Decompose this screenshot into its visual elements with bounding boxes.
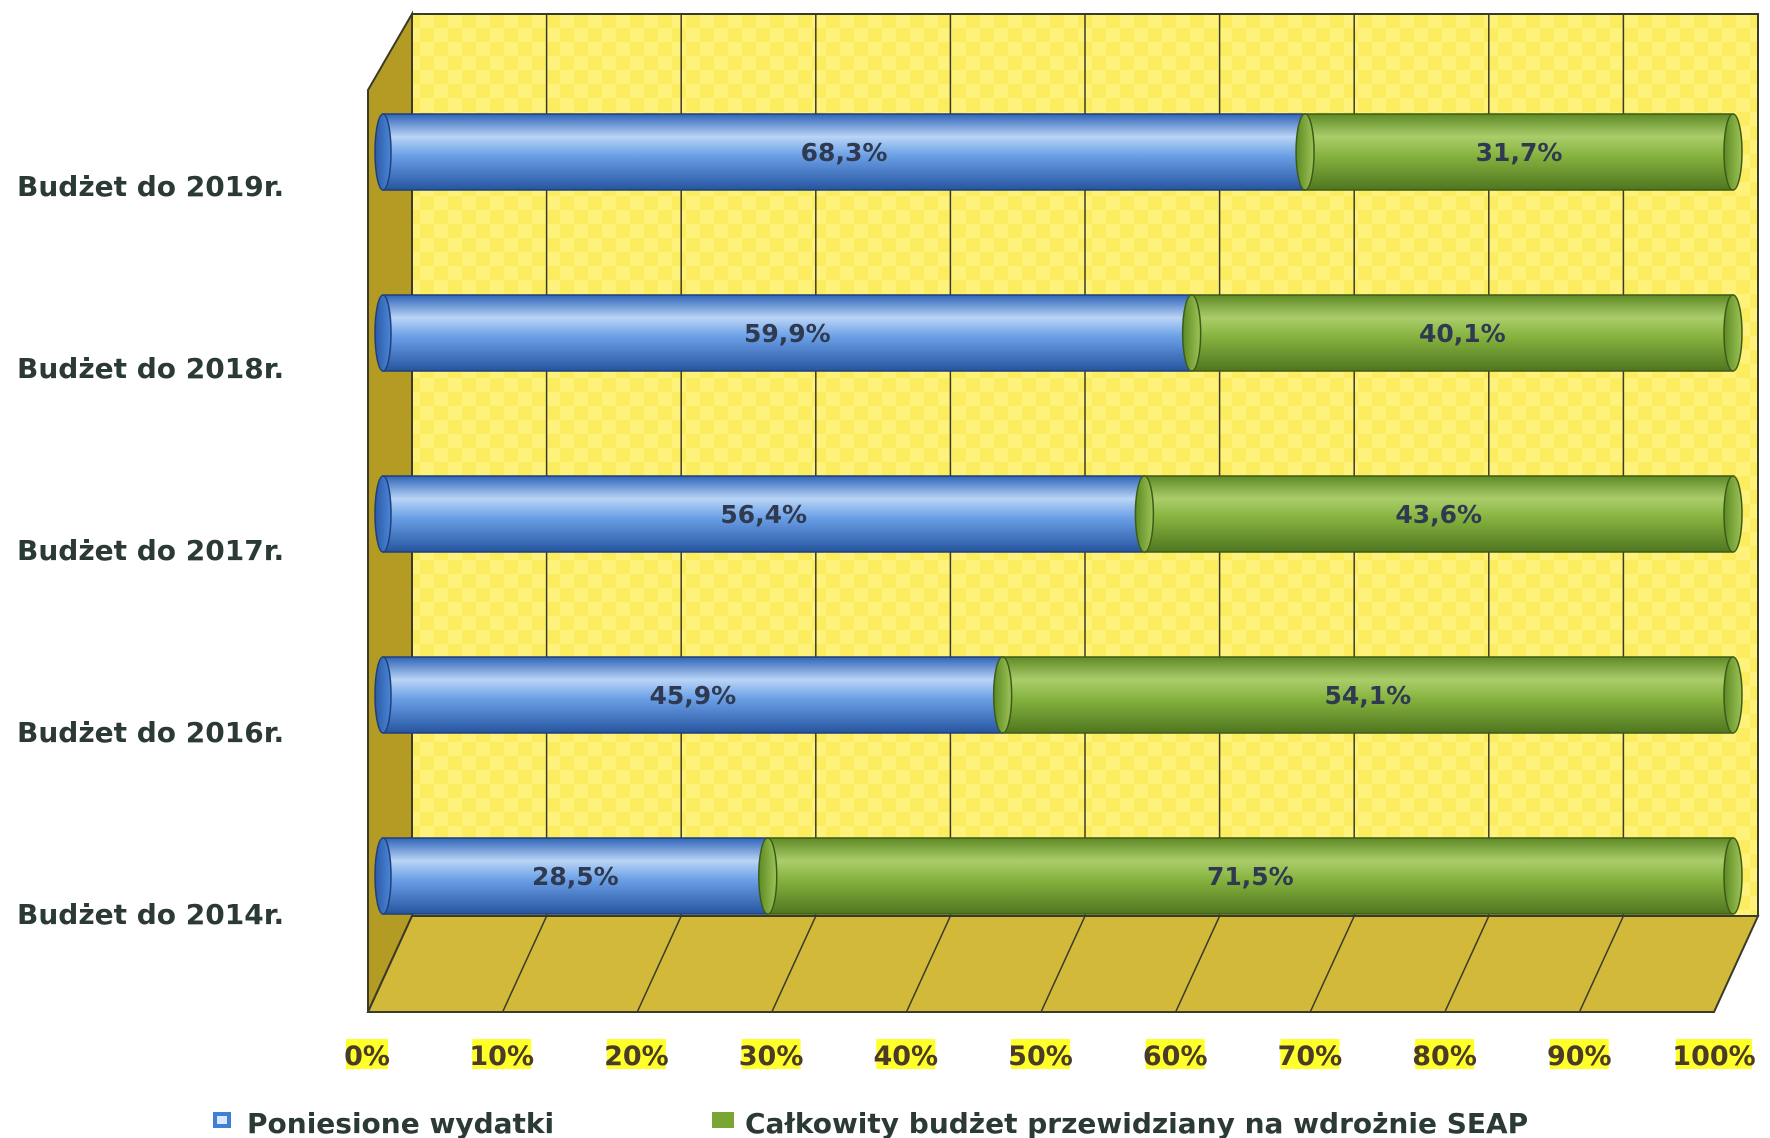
x-tick-label: 0% [344,1041,390,1072]
x-tick-label: 70% [1278,1041,1343,1072]
bar-end-cap-budget [1723,294,1743,372]
tick-highlight [472,1039,532,1069]
legend-label-budget: Całkowity budżet przewidziany na wdrożni… [745,1107,1528,1138]
gridline-floor [1174,915,1221,1013]
bar-segment-budget [1001,656,1734,734]
bar-value-label-budget: 40,1% [1419,319,1506,348]
tick-highlight [346,1039,388,1069]
bar-divider-cap [758,837,778,915]
tick-highlight [1011,1039,1070,1069]
legend-swatch-budget [712,1112,734,1128]
tick-highlight [1280,1039,1340,1069]
bar-segment-budget [1143,475,1734,553]
bar-end-cap-budget [1723,656,1743,734]
bar-end-cap-budget [1723,475,1743,553]
bar-value-label-spent: 28,5% [532,862,619,891]
bar-segment-spent [382,113,1306,191]
bar-start-cap [374,294,392,372]
legend-label-spent: Poniesione wydatki [247,1107,554,1138]
category-label: Budżet do 2019r. [17,170,284,203]
gridline-floor [905,915,952,1013]
x-tick-label: 40% [873,1041,938,1072]
bar-segment-spent [382,294,1193,372]
bar-divider-cap [1295,113,1315,191]
bar-value-label-budget: 43,6% [1395,500,1482,529]
bar-segment-spent [382,837,769,915]
bar-end-cap-budget [1723,837,1743,915]
bar-divider-cap [992,656,1013,734]
gridline-floor [367,915,413,1013]
bar-segment-budget [1304,113,1734,191]
gridline-floor [1444,915,1490,1013]
category-label: Budżet do 2017r. [17,534,284,567]
x-tick-label: 30% [739,1041,804,1072]
gridline-floor [1578,915,1625,1013]
bar-value-label-spent: 56,4% [720,500,807,529]
category-label: Budżet do 2018r. [17,352,284,385]
x-tick-label: 20% [604,1041,669,1072]
gridline-floor [771,915,817,1013]
tick-highlight [1549,1039,1609,1069]
gridline-floor [1040,915,1086,1013]
bar-divider-cap [1134,475,1155,553]
bar-group: 68,3% 31,7% [374,113,1743,191]
category-labels: Budżet do 2019r. Budżet do 2018r. Budżet d… [17,170,284,931]
bar-value-label-spent: 45,9% [649,681,736,710]
gridline-floor [501,915,548,1013]
gridline-floor [1309,915,1355,1013]
bar-segment-budget [767,837,1734,915]
x-tick-label: 80% [1412,1041,1477,1072]
bars: 68,3% 31,7% 59,9% 40,1% 56,4% 43,6% 45,9% 54,1%… [374,113,1743,915]
x-tick-label: 90% [1547,1041,1612,1072]
x-axis-ticks: 0% 10% 20% 30% 40% 50% 60% 70% 80% 90% 100% [344,1039,1756,1072]
bar-value-label-budget: 71,5% [1207,862,1294,891]
bar-value-label-spent: 68,3% [801,138,888,167]
bar-group: 59,9% 40,1% [374,294,1743,372]
bar-start-cap [374,837,392,915]
tick-highlight [1676,1039,1752,1069]
bar-start-cap [374,656,392,734]
x-tick-label: 60% [1143,1041,1208,1072]
x-tick-label: 100% [1672,1041,1755,1072]
bar-start-cap [374,113,392,191]
gridline-floor [1713,915,1759,1013]
x-tick-label: 10% [469,1041,534,1072]
tick-highlight [606,1039,666,1069]
tick-highlight [876,1039,936,1069]
x-tick-label: 50% [1008,1041,1073,1072]
bar-start-cap [374,475,392,553]
category-label: Budżet do 2016r. [17,716,284,749]
bar-value-label-budget: 31,7% [1476,138,1563,167]
category-label: Budżet do 2014r. [17,898,284,931]
bar-value-label-spent: 59,9% [744,319,831,348]
bar-group: 28,5% 71,5% [374,837,1743,915]
bar-divider-cap [1181,294,1202,372]
tick-highlight [741,1039,801,1069]
bar-segment-budget [1190,294,1734,372]
tick-highlight [1145,1039,1205,1069]
bar-group: 45,9% 54,1% [374,656,1743,734]
bar-end-cap-budget [1723,113,1743,191]
bar-value-label-budget: 54,1% [1324,681,1411,710]
legend: Poniesione wydatki Całkowity budżet prze… [213,1107,1528,1138]
tick-highlight [1415,1039,1475,1069]
gridline-floor [636,915,682,1013]
bar-segment-spent [382,656,1004,734]
bar-group: 56,4% 43,6% [374,475,1743,553]
